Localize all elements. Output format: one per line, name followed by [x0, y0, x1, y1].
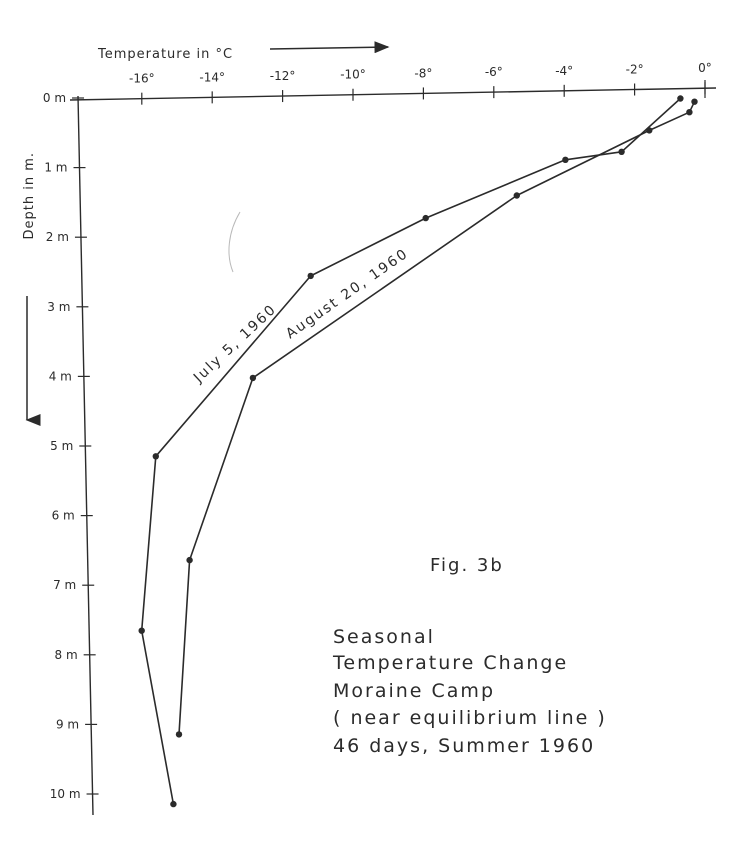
caption-line-1: Seasonal	[333, 626, 435, 648]
data-point-august-20-1960	[186, 556, 193, 564]
x-tick-label: -16°	[129, 72, 155, 86]
data-point-august-20-1960	[686, 109, 693, 116]
y-tick-label: 1 m	[44, 161, 67, 175]
x-tick-label: -6°	[485, 65, 503, 79]
x-axis-line	[69, 87, 717, 101]
figure-label: Fig. 3b	[430, 555, 504, 576]
data-point-july-5-1960	[170, 800, 177, 808]
data-point-july-5-1960	[152, 453, 159, 460]
y-tick-label: 4 m	[49, 369, 72, 383]
y-ticks: 0 m 1 m 2 m 3 m 4 m 5 m 6 m 7 m 8 m 9 m 10 m	[43, 91, 99, 801]
data-point-july-5-1960	[138, 627, 145, 634]
caption-line-3: Moraine Camp	[333, 680, 495, 702]
y-tick-label: 0 m	[43, 91, 66, 105]
y-tick-label: 7 m	[53, 578, 76, 592]
series-group	[138, 95, 698, 808]
x-tick-label: -2°	[626, 63, 644, 77]
y-tick-label: 3 m	[47, 300, 70, 314]
x-tick-label: -8°	[414, 66, 432, 80]
data-point-july-5-1960	[618, 148, 625, 155]
x-tick-label: -10°	[340, 68, 366, 82]
x-ticks: -16° -14° -12° -10° -8° -6° -4° -2° 0°	[129, 61, 712, 105]
y-tick-label: 6 m	[52, 509, 75, 523]
data-point-august-20-1960	[513, 192, 520, 199]
caption-line-5: 46 days, Summer 1960	[333, 735, 595, 757]
data-point-august-20-1960	[249, 374, 257, 382]
data-point-july-5-1960	[422, 214, 429, 222]
pencil-mark	[228, 211, 241, 273]
data-point-august-20-1960	[646, 127, 653, 134]
y-tick-label: 9 m	[56, 717, 79, 731]
x-tick-label: -4°	[555, 64, 573, 78]
x-axis-title: Temperature in °C	[97, 47, 233, 62]
y-axis-title: Depth in m.	[22, 152, 37, 240]
caption-line-2: Temperature Change	[332, 652, 568, 674]
series-label-august: August 20, 1960	[283, 246, 412, 343]
caption: Seasonal Temperature Change Moraine Camp…	[332, 626, 607, 757]
data-point-july-5-1960	[562, 156, 569, 163]
data-point-august-20-1960	[691, 98, 698, 105]
series-line-july-5-1960	[140, 97, 681, 805]
y-tick-label: 2 m	[46, 230, 69, 244]
caption-line-4: ( near equilibrium line )	[333, 707, 607, 729]
y-tick-label: 8 m	[55, 648, 78, 662]
series-line-august-20-1960	[178, 101, 696, 735]
x-axis-title-arrow	[269, 41, 390, 54]
series-label-july: July 5, 1960	[190, 301, 280, 386]
x-tick-label: 0°	[698, 61, 712, 75]
y-tick-label: 5 m	[50, 439, 73, 453]
x-tick-label: -14°	[199, 70, 225, 84]
y-tick-label: 10 m	[50, 787, 81, 801]
data-point-july-5-1960	[677, 95, 684, 102]
data-point-august-20-1960	[175, 731, 183, 738]
x-tick-label: -12°	[270, 69, 296, 83]
y-axis-line	[77, 95, 94, 816]
data-point-july-5-1960	[307, 272, 314, 280]
